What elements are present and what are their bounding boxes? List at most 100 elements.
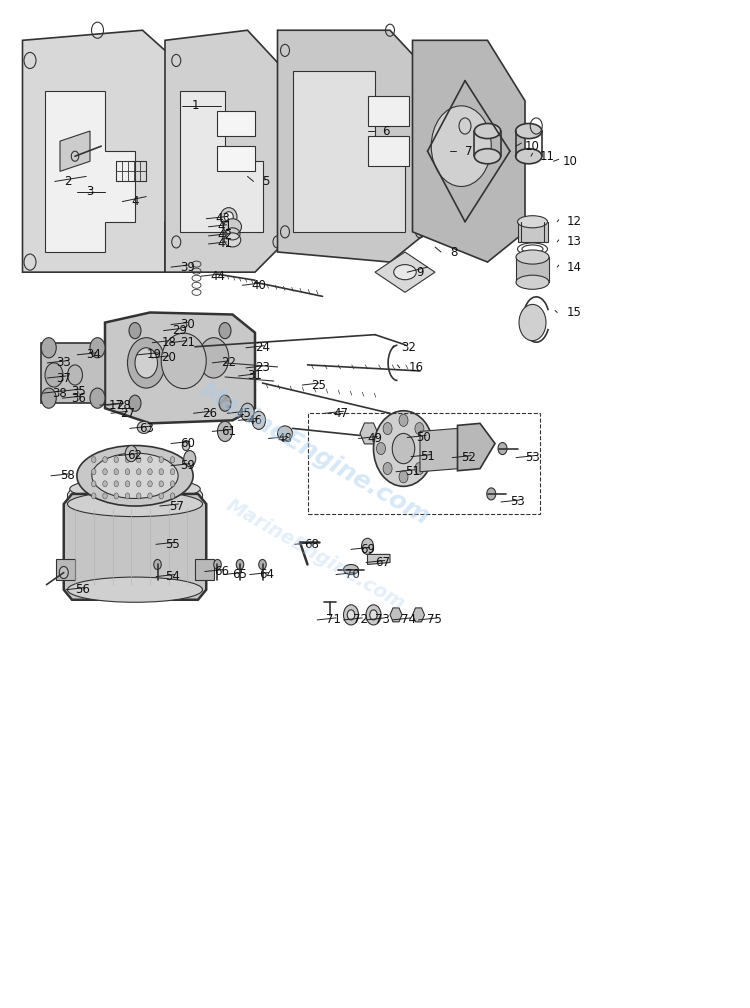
Bar [368, 136, 409, 166]
Circle shape [59, 566, 68, 579]
Circle shape [125, 469, 130, 475]
Text: 26: 26 [202, 407, 217, 419]
Text: 12: 12 [566, 216, 581, 228]
Ellipse shape [344, 564, 358, 575]
Ellipse shape [374, 411, 434, 486]
Circle shape [135, 348, 158, 378]
Text: 5: 5 [262, 175, 270, 187]
Text: 48: 48 [278, 432, 292, 445]
Circle shape [68, 365, 82, 385]
Text: 64: 64 [259, 569, 274, 581]
Circle shape [92, 493, 96, 499]
Text: 63: 63 [139, 422, 154, 434]
Circle shape [219, 395, 231, 411]
Circle shape [114, 481, 118, 487]
Polygon shape [165, 30, 285, 272]
Circle shape [366, 605, 381, 625]
Circle shape [103, 457, 107, 463]
Circle shape [362, 538, 374, 554]
Text: 57: 57 [169, 500, 184, 512]
Circle shape [415, 463, 424, 475]
Text: 33: 33 [56, 357, 71, 369]
Polygon shape [180, 91, 262, 232]
Circle shape [90, 338, 105, 358]
Text: 9: 9 [416, 266, 424, 278]
Text: 13: 13 [566, 236, 581, 248]
Text: 10: 10 [525, 140, 540, 152]
Text: 23: 23 [255, 362, 270, 374]
Text: 73: 73 [375, 614, 390, 626]
Bar [217, 146, 255, 171]
Circle shape [92, 481, 96, 487]
Circle shape [136, 481, 141, 487]
Ellipse shape [76, 446, 194, 506]
Bar [116, 161, 146, 181]
Text: 56: 56 [75, 584, 90, 596]
Circle shape [431, 106, 491, 186]
Ellipse shape [68, 492, 203, 517]
Text: 50: 50 [416, 431, 431, 444]
Text: 8: 8 [450, 246, 458, 258]
Circle shape [214, 559, 221, 570]
Polygon shape [420, 428, 465, 472]
Polygon shape [516, 257, 549, 282]
Circle shape [259, 559, 266, 570]
Circle shape [383, 463, 392, 475]
Text: 25: 25 [311, 379, 326, 391]
Ellipse shape [137, 421, 151, 433]
Text: 40: 40 [251, 279, 266, 291]
Circle shape [182, 440, 190, 451]
Text: 28: 28 [116, 399, 131, 411]
Circle shape [383, 422, 392, 434]
Circle shape [92, 457, 96, 463]
Ellipse shape [92, 454, 178, 498]
Circle shape [129, 395, 141, 411]
Text: 10: 10 [562, 155, 578, 167]
Text: 41: 41 [217, 221, 232, 233]
Text: 31: 31 [248, 370, 262, 382]
Text: 34: 34 [86, 349, 101, 361]
Text: 46: 46 [248, 414, 262, 426]
Text: 53: 53 [510, 496, 525, 508]
Ellipse shape [68, 577, 203, 603]
Text: 62: 62 [128, 450, 142, 462]
Text: 32: 32 [401, 342, 416, 354]
Circle shape [114, 469, 118, 475]
Ellipse shape [435, 111, 488, 181]
Text: 27: 27 [120, 407, 135, 419]
Circle shape [136, 457, 141, 463]
Circle shape [136, 493, 141, 499]
Circle shape [399, 414, 408, 426]
Circle shape [125, 493, 130, 499]
Ellipse shape [220, 208, 237, 226]
Text: 3: 3 [86, 185, 94, 198]
Text: 51: 51 [405, 466, 420, 478]
Circle shape [487, 488, 496, 500]
Polygon shape [390, 608, 402, 622]
Text: 75: 75 [427, 614, 442, 626]
Circle shape [347, 610, 355, 620]
Text: 21: 21 [180, 337, 195, 349]
Ellipse shape [224, 219, 242, 235]
Circle shape [370, 610, 377, 620]
Ellipse shape [518, 216, 548, 228]
Text: 11: 11 [540, 150, 555, 162]
Text: 59: 59 [180, 460, 195, 472]
Polygon shape [22, 30, 188, 272]
Circle shape [148, 493, 152, 499]
Circle shape [159, 493, 164, 499]
Text: 2: 2 [64, 175, 71, 187]
Text: 52: 52 [461, 452, 476, 464]
Text: 55: 55 [165, 538, 180, 550]
Text: 58: 58 [60, 470, 75, 482]
Circle shape [103, 493, 107, 499]
Polygon shape [105, 312, 255, 423]
Text: 39: 39 [180, 261, 195, 273]
Circle shape [90, 388, 105, 408]
Polygon shape [278, 30, 428, 262]
Text: 68: 68 [304, 538, 319, 550]
Circle shape [159, 469, 164, 475]
Circle shape [148, 481, 152, 487]
Text: 69: 69 [360, 543, 375, 555]
Circle shape [219, 323, 231, 339]
